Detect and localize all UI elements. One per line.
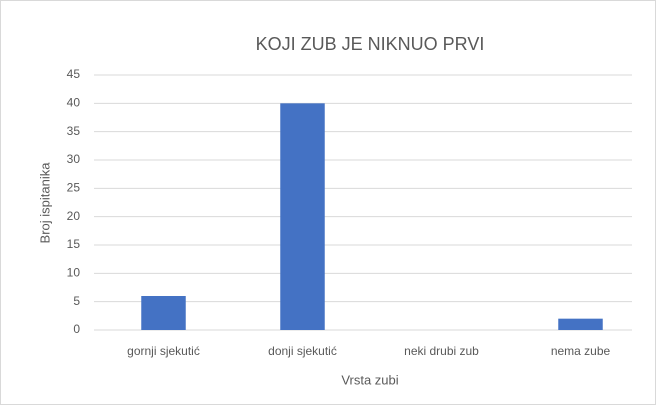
y-tick-label: 35	[67, 124, 81, 138]
y-tick-label: 45	[67, 67, 81, 81]
bar	[558, 318, 603, 330]
y-tick-label: 25	[67, 181, 81, 195]
y-tick-label: 20	[67, 209, 81, 223]
x-tick-label: donji sjekutić	[268, 344, 337, 358]
x-tick-label: nema zube	[551, 344, 611, 358]
y-tick-label: 30	[67, 152, 81, 166]
bar	[141, 296, 186, 330]
chart-title: KOJI ZUB JE NIKNUO PRVI	[256, 34, 485, 54]
y-tick-label: 0	[73, 322, 80, 336]
y-tick-label: 5	[73, 294, 80, 308]
x-tick-label: gornji sjekutić	[127, 344, 200, 358]
x-axis-title: Vrsta zubi	[341, 372, 398, 387]
x-tick-label: neki drubi zub	[404, 344, 479, 358]
y-axis-title: Broj ispitanika	[37, 162, 52, 244]
bar	[280, 103, 325, 330]
y-tick-label: 15	[67, 237, 81, 251]
y-tick-label: 40	[67, 96, 81, 110]
y-tick-label: 10	[67, 266, 81, 280]
